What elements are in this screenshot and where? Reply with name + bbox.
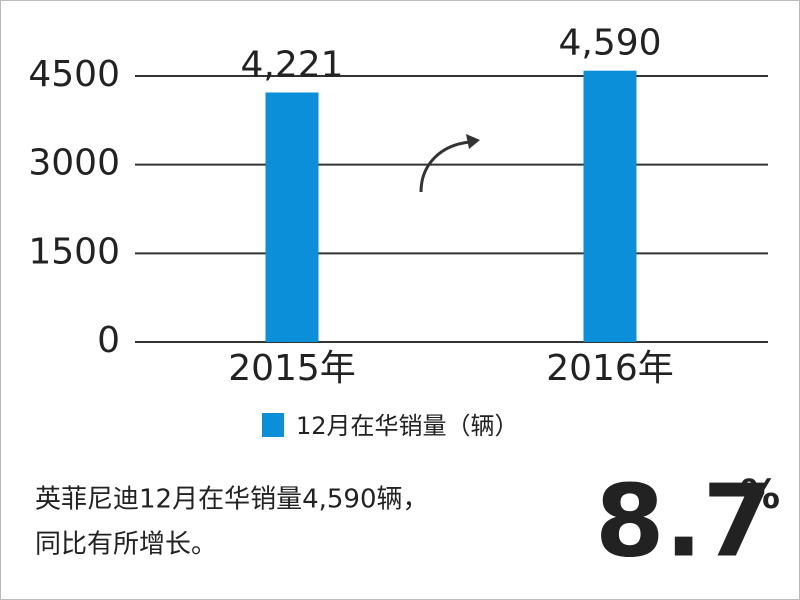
annotation: 英菲尼迪12月在华销量4,590辆，: [35, 485, 429, 515]
bar: [583, 70, 637, 343]
x-tick-label: 2015年: [228, 348, 356, 389]
value-label: 4,590: [558, 23, 661, 64]
trend-arrow: [419, 140, 471, 193]
legend-swatch: [262, 413, 284, 437]
y-tick-label: 3000: [28, 143, 120, 184]
x-tick-label: 2016年: [546, 348, 674, 389]
value-label: 4,221: [240, 44, 343, 85]
highlight-unit: %: [740, 472, 780, 518]
y-tick-label: 1500: [28, 231, 120, 272]
bar: [265, 92, 319, 342]
annotation: 同比有所增长。: [35, 530, 217, 560]
y-tick-label: 0: [97, 320, 120, 361]
trend-arrow-head: [466, 134, 480, 149]
y-tick-label: 4500: [28, 54, 120, 95]
legend-label: 12月在华销量（辆）: [296, 412, 519, 440]
highlight-value: 8.7: [595, 462, 772, 579]
